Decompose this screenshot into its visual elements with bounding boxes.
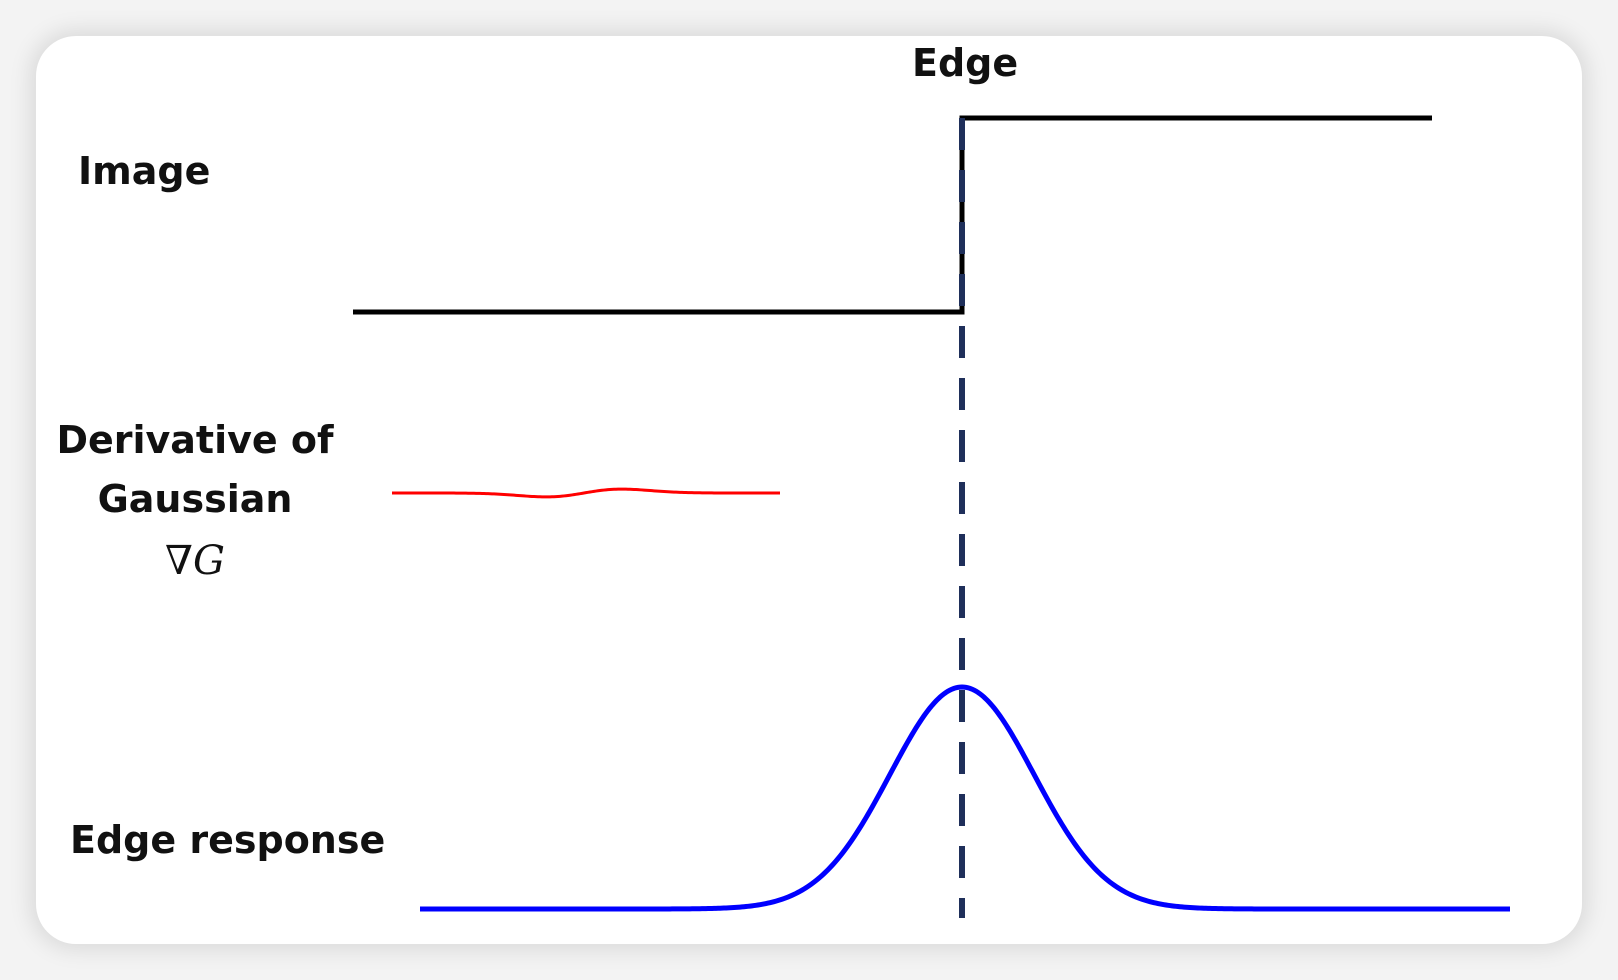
edge-label: Edge	[912, 41, 1019, 85]
derivative-label-line1: Derivative of	[56, 418, 334, 462]
edge-response-label: Edge response	[70, 818, 386, 862]
derivative-of-gaussian-curve	[392, 487, 780, 499]
image-step-signal	[353, 115, 1432, 315]
image-label: Image	[78, 149, 211, 193]
edge-response-curve	[420, 684, 1510, 912]
gradient-g-symbol: ∇G	[165, 538, 225, 584]
diagram-card	[36, 36, 1582, 944]
derivative-label-line2: Gaussian	[97, 477, 293, 521]
